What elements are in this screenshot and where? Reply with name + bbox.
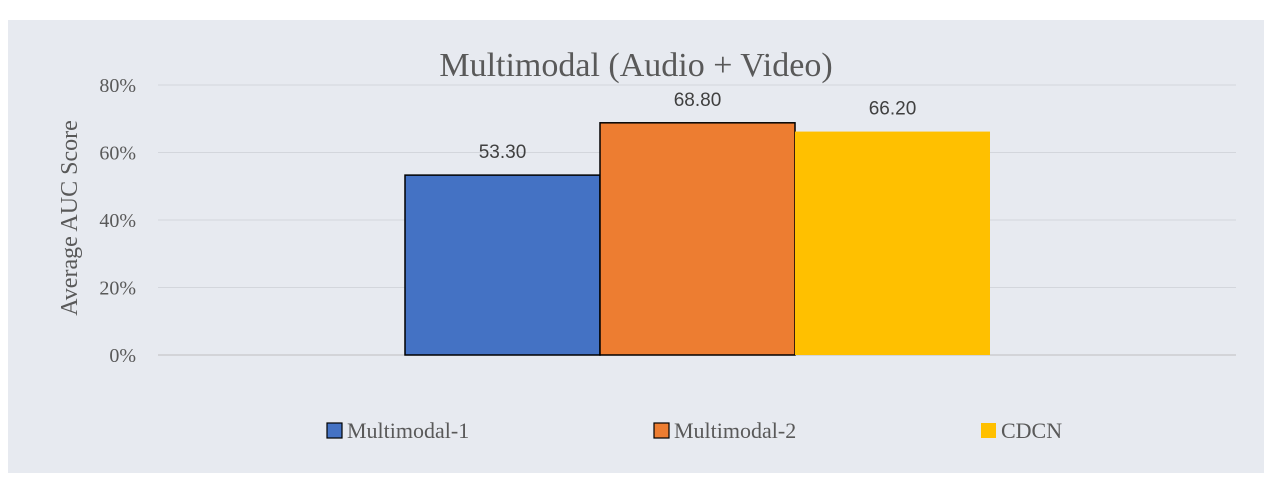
- data-label: 66.20: [869, 99, 917, 120]
- y-axis-ticks: 0% 20% 40% 60% 80%: [99, 75, 136, 367]
- legend-label: Multimodal-1: [347, 418, 469, 443]
- bar: [795, 131, 990, 355]
- y-tick-label: 60%: [99, 143, 136, 165]
- bar: [599, 122, 796, 356]
- y-tick-label: 0%: [109, 345, 136, 367]
- data-label: 53.30: [479, 142, 527, 163]
- bars: [404, 122, 990, 356]
- bar: [404, 174, 601, 356]
- legend-label: Multimodal-2: [674, 418, 796, 443]
- y-tick-label: 80%: [99, 75, 136, 97]
- y-tick-label: 20%: [99, 278, 136, 300]
- legend-label: CDCN: [1001, 418, 1062, 443]
- data-labels: 53.30 68.80 66.20: [479, 90, 917, 163]
- legend-swatch: [653, 422, 670, 439]
- chart-title: Multimodal (Audio + Video): [439, 47, 832, 84]
- legend-swatch: [981, 423, 996, 438]
- legend: Multimodal-1 Multimodal-2 CDCN: [326, 418, 1062, 443]
- y-tick-label: 40%: [99, 210, 136, 232]
- data-label: 68.80: [674, 90, 722, 111]
- legend-swatch: [326, 422, 343, 439]
- y-axis-title: Average AUC Score: [57, 120, 83, 316]
